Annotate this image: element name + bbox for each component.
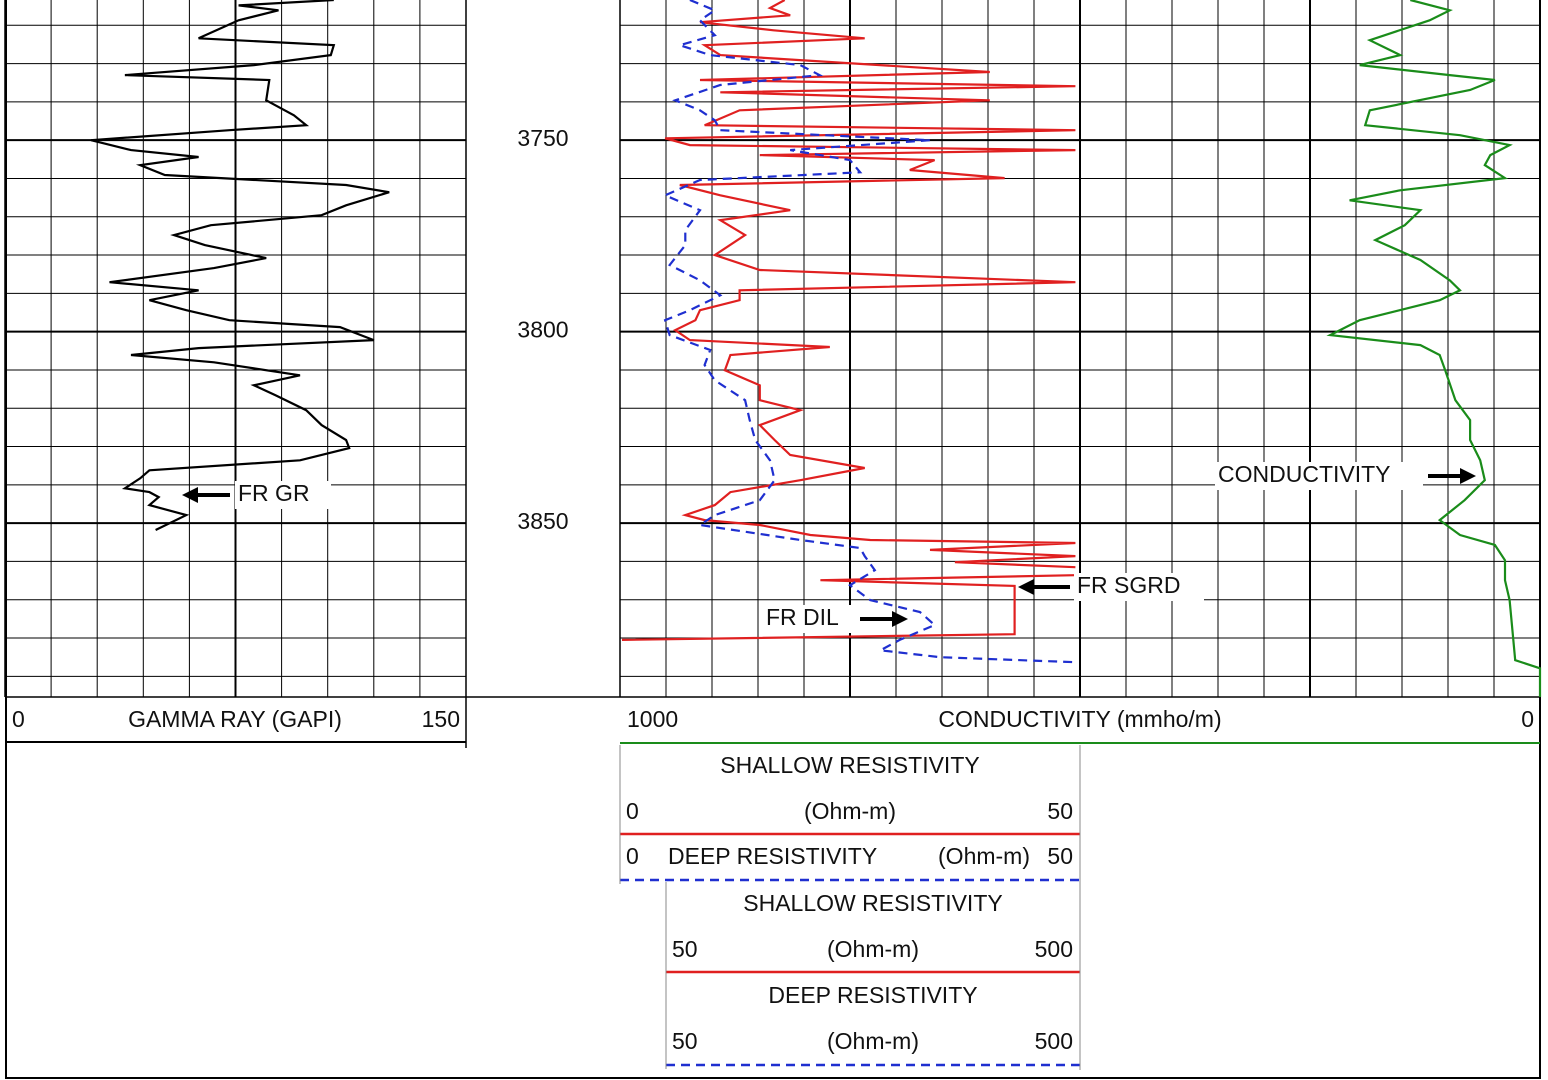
scale-unit: (Ohm-m) — [938, 843, 1030, 869]
scale-unit: (Ohm-m) — [827, 936, 919, 962]
scale-max: 500 — [1035, 936, 1073, 962]
scale-unit: (Ohm-m) — [827, 1028, 919, 1054]
scale-title: DEEP RESISTIVITY — [768, 982, 977, 1008]
scale-max: 50 — [1047, 843, 1073, 869]
log-curve — [1326, 0, 1542, 697]
depth-label: 3850 — [517, 508, 568, 534]
annotation: CONDUCTIVITY — [1218, 461, 1391, 487]
depth-label: 3800 — [517, 317, 568, 343]
arrow-head — [182, 487, 198, 503]
legend: 3750 3800 3850 FR GR FR DIL FR SGRD CONDUCTIVI… — [5, 125, 1540, 1070]
arrow-head — [892, 611, 908, 627]
label-bg — [1215, 462, 1423, 490]
scale-min: 0 — [626, 843, 639, 869]
scale-max: 500 — [1035, 1028, 1073, 1054]
annotation: FR DIL — [766, 604, 839, 630]
scale-max: 150 — [422, 706, 460, 732]
scale-min: 50 — [672, 1028, 698, 1054]
scale-max: 0 — [1521, 706, 1534, 732]
log-curve — [90, 0, 390, 531]
arrow-head — [1460, 468, 1476, 484]
arrow-head — [1018, 579, 1034, 595]
log-curve — [621, 574, 1075, 641]
scale-title: SHALLOW RESISTIVITY — [720, 752, 979, 778]
log-curve — [662, 0, 1076, 664]
label-bg — [1074, 573, 1204, 601]
scale-max: 50 — [1047, 798, 1073, 824]
annotation: FR SGRD — [1077, 572, 1181, 598]
curves — [90, 0, 1542, 697]
scale-title: GAMMA RAY (GAPI) — [128, 706, 342, 732]
scale-min: 0 — [12, 706, 25, 732]
label-bg — [235, 481, 331, 509]
scale-title: SHALLOW RESISTIVITY — [743, 890, 1002, 916]
scale-min: 50 — [672, 936, 698, 962]
depth-label: 3750 — [517, 125, 568, 151]
scale-title: CONDUCTIVITY (mmho/m) — [938, 706, 1221, 732]
log-curve — [664, 0, 1076, 569]
scale-min: 0 — [626, 798, 639, 824]
scale-title: DEEP RESISTIVITY — [668, 843, 877, 869]
grid — [4, 0, 1541, 698]
label-bg — [763, 605, 861, 633]
scale-min: 1000 — [627, 706, 678, 732]
annotation: FR GR — [238, 480, 310, 506]
scale-unit: (Ohm-m) — [804, 798, 896, 824]
